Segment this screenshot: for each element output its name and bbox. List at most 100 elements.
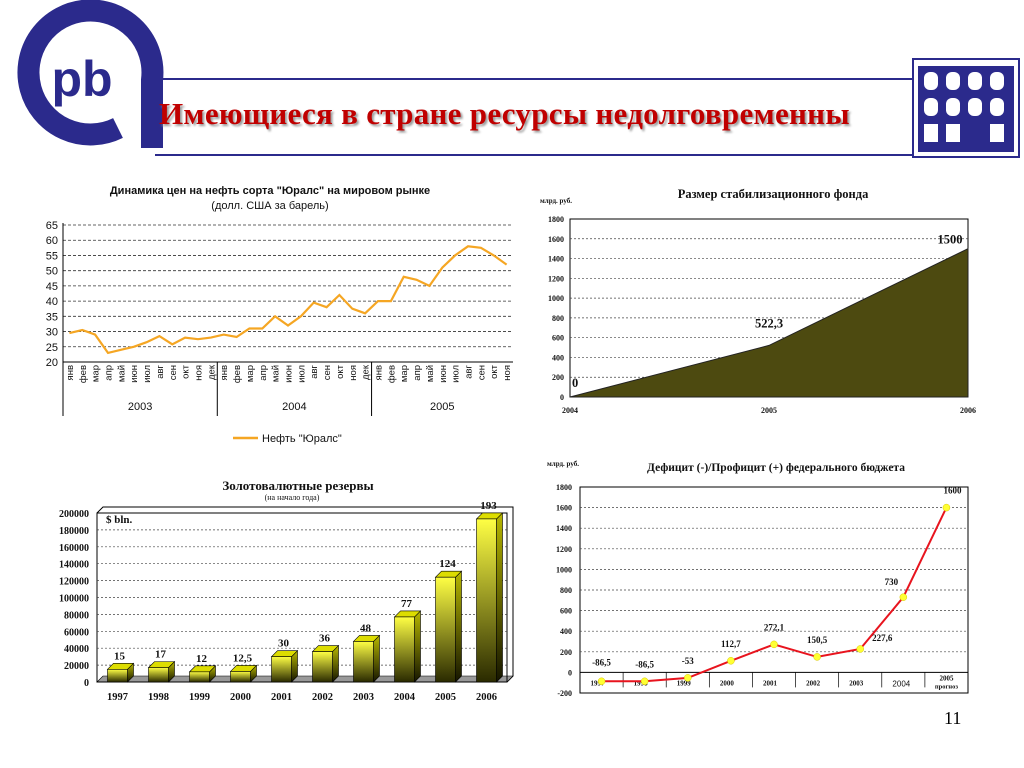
oil-xtick-label: июл	[142, 365, 153, 383]
oil-ytick-label: 65	[46, 220, 58, 232]
stab-ytick-label: 0	[560, 393, 564, 402]
budget-data-label: 272,1	[764, 622, 785, 632]
budget-ytick-label: 1200	[556, 545, 572, 554]
oil-ytick-label: 35	[46, 311, 58, 323]
reserves-data-label: 48	[360, 622, 372, 634]
emblem-window	[990, 124, 1004, 142]
stab-ytick-label: 400	[552, 353, 564, 362]
budget-data-label: 1600	[943, 486, 962, 496]
oil-xtick-label: авг	[155, 364, 166, 378]
oil-xtick-label: дек	[361, 364, 372, 380]
budget-ytick-label: 800	[560, 586, 572, 595]
emblem-window	[968, 124, 982, 142]
stab-ytick-label: 600	[552, 334, 564, 343]
budget-xtick-label: 2005	[939, 674, 954, 682]
oil-xtick-label: сен	[476, 365, 487, 380]
oil-xtick-label: май	[425, 365, 436, 382]
reserves-data-label: 15	[114, 650, 126, 662]
oil-xtick-label: янв	[65, 365, 76, 380]
oil-xtick-label: апр	[258, 365, 269, 381]
stab-data-label: 0	[572, 376, 578, 390]
reserves-xtick-label: 1998	[148, 692, 169, 703]
reserves-bar	[312, 651, 333, 683]
logo: pb	[17, 0, 164, 148]
oil-xtick-label: апр	[412, 365, 423, 381]
emblem-window	[990, 98, 1004, 116]
reserves-bar-side	[496, 512, 503, 683]
oil-xtick-label: ноя	[194, 365, 205, 381]
budget-chart: Дефицит (-)/Профицит (+) федерального бю…	[547, 460, 969, 698]
oil-xtick-label: авг	[309, 364, 320, 378]
budget-unit-label: млрд. руб.	[547, 460, 579, 468]
budget-ytick-label: 1600	[556, 504, 572, 513]
stab-data-label: 522,3	[755, 316, 783, 330]
oil-xtick-label: янв	[219, 365, 230, 380]
budget-data-label: 730	[885, 577, 899, 587]
reserves-ytick-label: 0	[84, 678, 89, 689]
reserves-ytick-label: 160000	[59, 543, 89, 554]
budget-xtick-label: 2004	[892, 679, 910, 688]
oil-xtick-label: май	[116, 365, 127, 382]
budget-data-label: 112,7	[721, 639, 741, 649]
oil-xtick-label: сен	[322, 365, 333, 380]
reserves-bar-side	[373, 634, 380, 683]
reserves-data-label: 36	[319, 633, 331, 645]
oil-ytick-label: 25	[46, 342, 58, 354]
stab-xtick-label: 2004	[562, 406, 578, 415]
oil-xtick-label: май	[271, 365, 282, 382]
oil-chart-title: Динамика цен на нефть сорта "Юралс" на м…	[110, 185, 430, 197]
building-emblem-icon	[912, 58, 1020, 158]
oil-xtick-label: фев	[232, 365, 243, 383]
reserves-xtick-label: 2002	[312, 692, 333, 703]
reserves-data-label: 193	[480, 500, 497, 512]
stab-data-label: 1500	[938, 233, 963, 247]
oil-ytick-label: 20	[46, 357, 58, 369]
reserves-ytick-label: 40000	[64, 644, 89, 655]
budget-point	[813, 653, 821, 661]
title-bar: Имеющиеся в стране ресурсы недолговремен…	[155, 78, 913, 156]
reserves-chart: Золотовалютные резервы (на начало года) …	[59, 478, 514, 703]
budget-ytick-label: 0	[568, 668, 572, 677]
budget-point	[684, 674, 692, 682]
budget-xtick-label: 1999	[677, 679, 692, 687]
budget-xtick-label: 2000	[720, 679, 735, 687]
oil-legend-label: Нефть "Юралс"	[262, 433, 342, 445]
page-number: 11	[944, 708, 962, 728]
stab-ytick-label: 1200	[548, 274, 564, 283]
budget-ytick-label: 1800	[556, 483, 572, 492]
budget-point	[770, 640, 778, 649]
budget-xtick-label: 1997	[591, 679, 606, 687]
reserves-xtick-label: 2000	[230, 692, 251, 703]
stab-unit-label: млрд. руб.	[540, 197, 572, 205]
oil-ytick-label: 50	[46, 266, 58, 278]
reserves-bar	[353, 641, 374, 683]
reserves-chart-title: Золотовалютные резервы	[222, 478, 373, 493]
stab-chart-title: Размер стабилизационного фонда	[678, 187, 869, 201]
emblem-window	[990, 72, 1004, 90]
stab-ytick-label: 800	[552, 314, 564, 323]
oil-xtick-label: авг	[464, 364, 475, 378]
page-title: Имеющиеся в стране ресурсы недолговремен…	[159, 96, 850, 131]
emblem-window	[924, 98, 938, 116]
budget-ytick-label: 200	[560, 648, 572, 657]
emblem-window	[946, 98, 960, 116]
oil-xtick-label: янв	[374, 365, 385, 380]
oil-year-label: 2004	[282, 401, 306, 413]
stabilization-fund-chart: Размер стабилизационного фонда млрд. руб…	[540, 187, 976, 415]
budget-ytick-label: 1000	[556, 565, 572, 574]
reserves-data-label: 124	[439, 558, 456, 570]
budget-xtick-label: 1998	[634, 679, 649, 687]
oil-xtick-label: мар	[91, 365, 102, 382]
oil-ytick-label: 40	[46, 296, 58, 308]
emblem-window	[946, 124, 960, 142]
budget-point	[597, 677, 606, 686]
reserves-xtick-label: 2003	[353, 692, 374, 703]
stab-ytick-label: 1000	[548, 294, 564, 303]
reserves-ytick-label: 80000	[64, 610, 89, 621]
budget-ytick-label: 400	[560, 627, 572, 636]
oil-chart-subtitle: (долл. США за барель)	[211, 200, 328, 212]
oil-xtick-label: мар	[245, 365, 256, 382]
oil-xtick-label: июн	[284, 365, 295, 383]
emblem-window	[968, 98, 982, 116]
oil-ytick-label: 30	[46, 327, 58, 339]
